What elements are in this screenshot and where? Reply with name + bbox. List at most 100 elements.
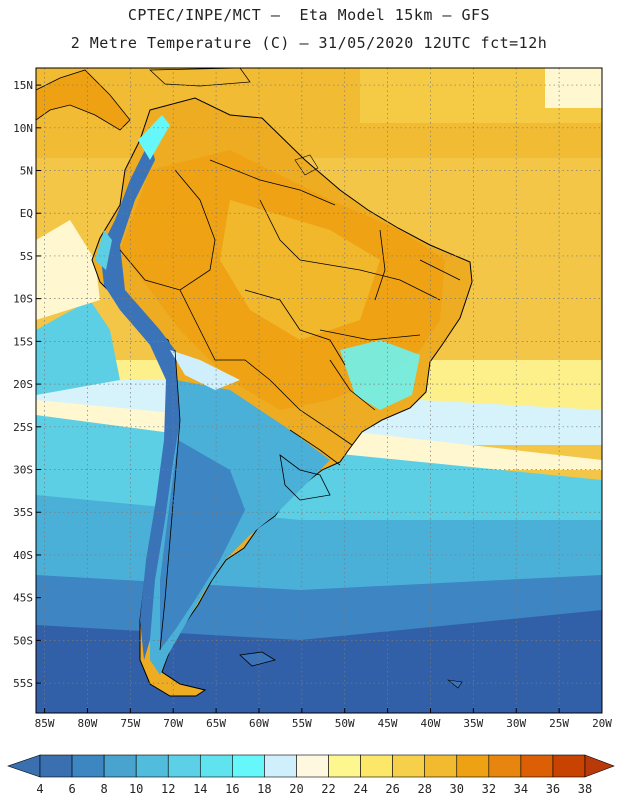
colorbar-tick-label: 4	[36, 782, 43, 796]
colorbar-tick-label: 38	[578, 782, 592, 796]
colorbar-bin	[135, 754, 169, 778]
colorbar-tick-label: 14	[193, 782, 207, 796]
lat-tick-label: 5S	[20, 250, 33, 263]
colorbar-bin	[552, 754, 586, 778]
colorbar-tick-label: 10	[129, 782, 143, 796]
border-brazil-states-2	[299, 259, 441, 301]
colorbar-bin	[520, 754, 554, 778]
lon-tick-label: 85W	[35, 717, 55, 730]
colorbar-bin	[103, 754, 137, 778]
colorbar-bin	[71, 754, 105, 778]
lon-tick-label: 40W	[421, 717, 441, 730]
lon-tick-label: 25W	[549, 717, 569, 730]
lon-tick-label: 35W	[463, 717, 483, 730]
colorbar-tick-label: 16	[225, 782, 239, 796]
lon-tick-label: 75W	[120, 717, 140, 730]
border-brazil-states-6	[419, 259, 461, 281]
colorbar-tick-label: 30	[450, 782, 464, 796]
lat-tick-label: EQ	[20, 207, 33, 220]
marajo-island	[294, 154, 319, 176]
south-georgia	[446, 679, 463, 689]
longitude-labels: 85W 80W 75W 70W 65W 60W 55W 50W 45W 40W 35W 30W 25W 2…	[35, 717, 613, 730]
lon-tick-label: 30W	[506, 717, 526, 730]
lon-tick-label: 70W	[163, 717, 183, 730]
lat-tick-label: 20S	[13, 378, 33, 391]
field-ecuador-andes	[95, 230, 112, 270]
colorbar-bin	[392, 754, 426, 778]
colorbar-arrow-high	[584, 754, 615, 778]
border-uruguay	[289, 429, 341, 466]
field-ne-corner	[545, 68, 602, 108]
border-brazil-states-3	[329, 359, 376, 411]
field-chaco-transition	[170, 350, 240, 390]
border-brazil-states-1	[319, 329, 421, 341]
field-andes	[100, 140, 180, 660]
lat-tick-label: 10S	[13, 293, 33, 306]
colorbar: 4 6 8 10 12 14 16 18 20 22 24 26 28 30 32 34 36 38	[7, 754, 615, 796]
border-brazil-states-5	[374, 229, 386, 301]
lat-tick-label: 10N	[13, 122, 33, 135]
lat-tick-label: 40S	[13, 549, 33, 562]
lon-tick-label: 45W	[378, 717, 398, 730]
lat-tick-label: 15S	[13, 335, 33, 348]
field-highlands	[340, 340, 420, 410]
colorbar-bin	[296, 754, 329, 778]
border-chile-argentina	[159, 349, 181, 651]
field-interior-warm	[220, 200, 380, 340]
lat-tick-label: 50S	[13, 634, 33, 647]
field-pacific-mild	[36, 220, 100, 320]
colorbar-tick-label: 36	[546, 782, 560, 796]
lon-tick-label: 65W	[206, 717, 226, 730]
colorbar-bin	[488, 754, 522, 778]
colorbar-tick-label: 6	[68, 782, 75, 796]
colorbar-tick-label: 34	[514, 782, 528, 796]
colorbar-bin	[456, 754, 490, 778]
lat-tick-label: 15N	[13, 79, 33, 92]
colorbar-bin	[232, 754, 265, 778]
border-venezuela-guiana	[209, 159, 336, 206]
lat-tick-label: 5N	[20, 165, 33, 178]
border-paraguay	[269, 379, 353, 446]
colorbar-tick-label: 24	[353, 782, 367, 796]
colorbar-tick-label: 22	[321, 782, 335, 796]
lat-tick-label: 55S	[13, 677, 33, 690]
lat-tick-label: 35S	[13, 506, 33, 519]
lat-tick-label: 45S	[13, 592, 33, 605]
falkland-islands	[239, 651, 277, 667]
colorbar-tick-label: 28	[417, 782, 431, 796]
border-colombia-peru	[119, 169, 216, 291]
header-title: CPTEC/INPE/MCT – Eta Model 15km – GFS	[127, 6, 491, 24]
country-borders	[119, 159, 461, 651]
border-bolivia-brazil	[244, 289, 346, 366]
lon-tick-label: 60W	[249, 717, 269, 730]
colorbar-bin	[360, 754, 393, 778]
colorbar-tick-label: 26	[385, 782, 399, 796]
colorbar-bin	[424, 754, 458, 778]
latitude-labels: 15N 10N 5N EQ 5S 10S 15S 20S 25S 30S 35S 40S 45S 50S 5…	[13, 79, 33, 690]
field-colombia-andes	[138, 115, 170, 160]
colorbar-tick-label: 12	[161, 782, 175, 796]
colorbar-arrow-low	[7, 754, 41, 778]
border-uruguay-outline	[279, 454, 331, 501]
map-frame	[35, 67, 603, 714]
colorbar-tick-label: 32	[482, 782, 496, 796]
colorbar-bin	[39, 754, 73, 778]
colorbar-bin	[167, 754, 201, 778]
colorbar-bin	[199, 754, 233, 778]
colorbar-tick-label: 18	[257, 782, 271, 796]
lon-tick-label: 55W	[292, 717, 312, 730]
lon-tick-label: 80W	[78, 717, 98, 730]
lat-tick-label: 25S	[13, 421, 33, 434]
colorbar-tick-label: 20	[289, 782, 303, 796]
lon-tick-label: 20W	[592, 717, 612, 730]
graticule	[36, 68, 603, 713]
border-peru-bolivia	[179, 289, 271, 381]
lon-tick-label: 50W	[335, 717, 355, 730]
lat-tick-label: 30S	[13, 464, 33, 477]
field-pacific-cool	[36, 300, 120, 395]
header-subtitle: 2 Metre Temperature (C) – 31/05/2020 12U…	[70, 34, 548, 52]
colorbar-bin	[264, 754, 297, 778]
temperature-field	[36, 68, 602, 713]
colorbar-tick-label: 8	[101, 782, 108, 796]
